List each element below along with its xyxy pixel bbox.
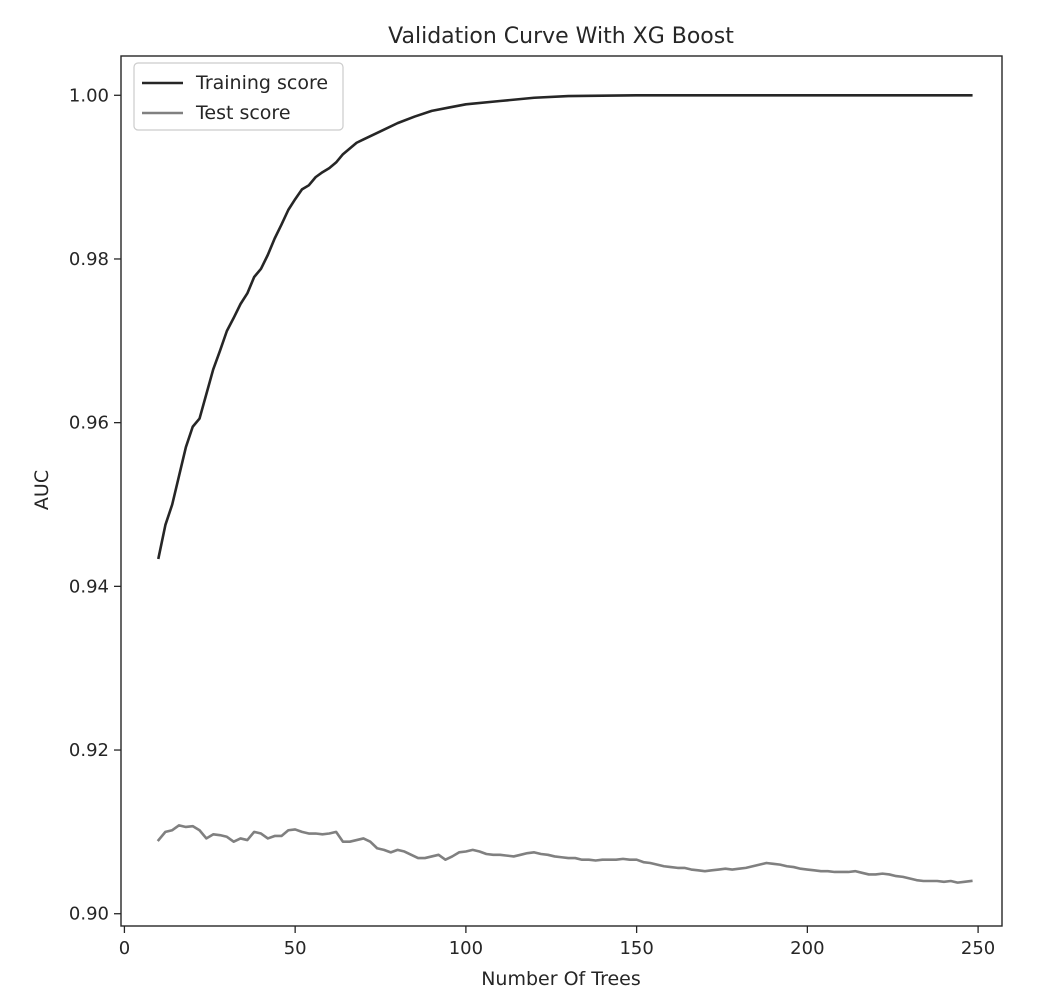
- y-tick-label: 0.90: [69, 904, 109, 925]
- x-tick-label: 100: [449, 938, 483, 959]
- x-axis: 0 50 100 150 200 250: [119, 926, 995, 959]
- y-tick-label: 0.94: [69, 576, 109, 597]
- y-axis: 0.90 0.92 0.94 0.96 0.98 1.00: [69, 85, 121, 925]
- legend: Training score Test score: [133, 62, 344, 131]
- plot-frame: [120, 55, 1003, 927]
- y-tick-label: 0.92: [69, 740, 109, 761]
- y-axis-label: AUC: [31, 470, 53, 510]
- chart-title: Validation Curve With XG Boost: [388, 24, 734, 49]
- y-tick-label: 0.96: [69, 413, 109, 434]
- legend-label-training-score: Training score: [195, 72, 328, 94]
- x-tick-label: 250: [961, 938, 995, 959]
- legend-box: [133, 62, 344, 131]
- series-line-training-score: [157, 93, 973, 560]
- x-axis-label: Number Of Trees: [481, 968, 641, 990]
- plot-area: [156, 93, 973, 884]
- series-line-test-score: [156, 824, 973, 884]
- y-tick-label: 1.00: [69, 85, 109, 106]
- x-tick-label: 50: [284, 938, 307, 959]
- x-tick-label: 0: [119, 938, 130, 959]
- x-tick-label: 150: [619, 938, 653, 959]
- legend-label-test-score: Test score: [195, 102, 291, 124]
- y-tick-label: 0.98: [69, 249, 109, 270]
- x-tick-label: 200: [790, 938, 824, 959]
